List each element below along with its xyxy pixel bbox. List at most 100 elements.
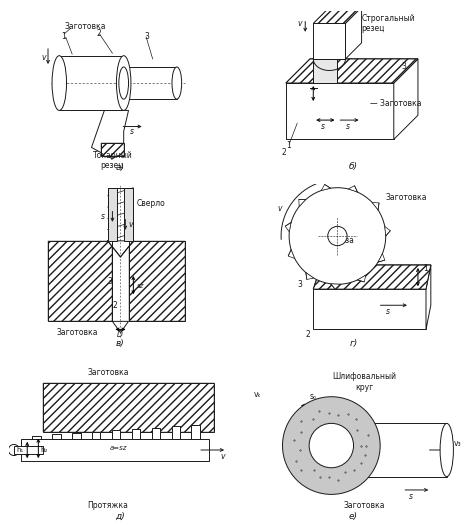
Text: 3: 3 (297, 280, 302, 289)
Polygon shape (128, 241, 185, 321)
Polygon shape (20, 439, 209, 461)
Text: 1: 1 (61, 32, 65, 41)
Polygon shape (313, 59, 337, 83)
Polygon shape (43, 383, 214, 432)
Ellipse shape (119, 67, 128, 99)
Polygon shape (59, 56, 124, 110)
Text: Заготовка: Заготовка (64, 22, 106, 31)
Text: s: s (386, 307, 390, 316)
Polygon shape (313, 289, 426, 330)
Polygon shape (111, 430, 120, 439)
Text: s: s (101, 212, 105, 221)
Polygon shape (108, 241, 133, 257)
Polygon shape (286, 59, 418, 83)
Polygon shape (48, 241, 112, 321)
Text: s: s (130, 127, 134, 136)
Text: г): г) (349, 339, 358, 348)
Text: Заготовка: Заготовка (87, 368, 128, 377)
Text: s: s (409, 492, 413, 501)
Polygon shape (108, 188, 117, 241)
Polygon shape (298, 423, 447, 476)
Polygon shape (313, 265, 431, 289)
Polygon shape (378, 253, 385, 262)
Polygon shape (124, 188, 133, 241)
Polygon shape (357, 275, 366, 282)
Polygon shape (321, 184, 330, 190)
Circle shape (283, 397, 380, 494)
Ellipse shape (440, 423, 454, 476)
Text: е): е) (349, 512, 358, 521)
Circle shape (328, 226, 347, 246)
Text: в): в) (116, 339, 125, 348)
Ellipse shape (292, 423, 305, 476)
Text: Строгальный
резец: Строгальный резец (362, 14, 415, 33)
Circle shape (289, 188, 386, 284)
Text: 2: 2 (281, 148, 286, 157)
Polygon shape (14, 446, 43, 454)
Text: a=sz: a=sz (109, 445, 127, 451)
Ellipse shape (52, 56, 66, 110)
Text: s: s (321, 122, 325, 131)
Text: Заготовка: Заготовка (344, 501, 385, 510)
Polygon shape (313, 265, 431, 289)
Polygon shape (372, 202, 379, 210)
Text: 3: 3 (108, 277, 112, 286)
Ellipse shape (117, 56, 131, 110)
Text: v₃: v₃ (454, 439, 461, 448)
Polygon shape (91, 431, 100, 439)
Text: v: v (297, 19, 301, 28)
Text: D: D (117, 330, 123, 339)
Polygon shape (385, 226, 390, 236)
Polygon shape (286, 59, 418, 83)
Polygon shape (426, 265, 431, 330)
Text: Заготовка: Заготовка (56, 328, 98, 337)
Text: Токарный
резец: Токарный резец (92, 151, 132, 170)
Text: Фреза: Фреза (330, 236, 355, 245)
Polygon shape (285, 223, 291, 232)
Text: sₒ: sₒ (309, 392, 316, 401)
Text: 3: 3 (402, 63, 407, 72)
Polygon shape (288, 250, 295, 259)
Polygon shape (91, 110, 128, 158)
Polygon shape (330, 284, 340, 289)
Polygon shape (72, 433, 81, 439)
Text: 1: 1 (286, 142, 291, 151)
Polygon shape (348, 186, 357, 192)
Text: Протяжка: Протяжка (87, 501, 128, 510)
Text: v: v (220, 452, 225, 461)
Text: 2: 2 (305, 330, 310, 339)
Circle shape (309, 423, 354, 468)
Text: v: v (42, 53, 46, 62)
Text: v: v (278, 204, 283, 213)
Circle shape (9, 445, 19, 456)
Polygon shape (124, 67, 177, 99)
Polygon shape (306, 272, 314, 279)
Text: sz: sz (137, 283, 144, 289)
Polygon shape (286, 83, 394, 139)
Text: vₖ: vₖ (254, 390, 261, 399)
Polygon shape (101, 143, 124, 155)
Polygon shape (172, 426, 181, 439)
Ellipse shape (172, 67, 182, 99)
Text: v: v (128, 220, 133, 229)
Polygon shape (313, 7, 362, 23)
Polygon shape (313, 23, 346, 59)
Text: 2: 2 (112, 301, 117, 310)
Polygon shape (394, 59, 418, 139)
Text: s: s (346, 122, 349, 131)
Polygon shape (108, 188, 133, 241)
Text: Шлифовальный
круг: Шлифовальный круг (333, 372, 397, 392)
Polygon shape (191, 425, 201, 439)
Polygon shape (52, 434, 61, 439)
Text: б): б) (349, 162, 358, 171)
Polygon shape (346, 7, 362, 59)
Text: д): д) (116, 512, 125, 521)
Text: Сверло: Сверло (137, 199, 165, 208)
Polygon shape (299, 199, 306, 207)
Text: h₁: h₁ (16, 447, 23, 453)
Polygon shape (152, 428, 160, 439)
Text: 3: 3 (145, 32, 149, 41)
Text: — Заготовка: — Заготовка (370, 100, 421, 109)
Text: а): а) (116, 163, 125, 172)
Text: 1: 1 (423, 264, 428, 273)
